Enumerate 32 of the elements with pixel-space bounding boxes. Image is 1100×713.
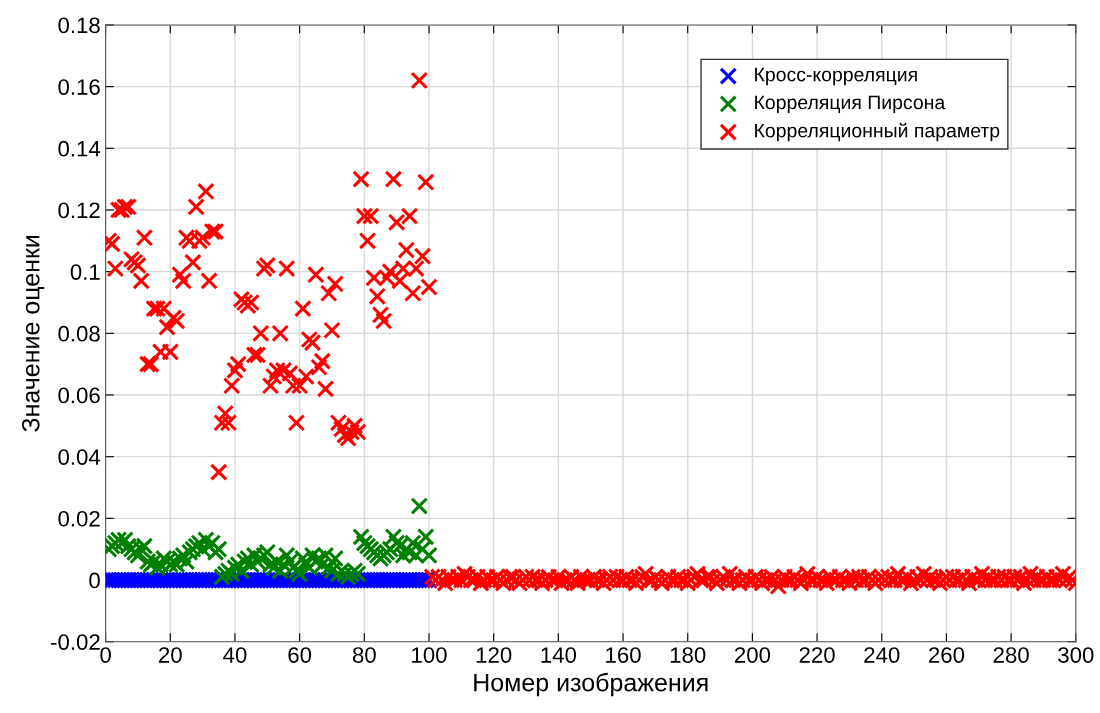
- x-tick-label: 120: [476, 647, 512, 663]
- y-tick-label: 0.08: [58, 325, 100, 342]
- x-tick-label: 280: [993, 647, 1029, 663]
- x-tick-label: 220: [799, 647, 835, 663]
- legend-label: Корреляция Пирсона: [755, 95, 946, 114]
- x-tick-label: 300: [1058, 647, 1094, 663]
- x-tick-label: 160: [606, 647, 641, 663]
- x-tick-label: 180: [670, 647, 706, 663]
- y-tick-label: 0.16: [58, 79, 100, 95]
- legend-label: Кросс-корреляция: [755, 67, 917, 86]
- x-tick-label: 140: [541, 647, 577, 663]
- y-tick-label: 0.1: [70, 264, 100, 280]
- y-tick-label: 0.18: [58, 17, 100, 34]
- y-tick-label: 0.04: [58, 449, 101, 465]
- y-tick-label: 0.14: [58, 140, 101, 157]
- x-tick-label: 260: [929, 647, 965, 663]
- x-tick-label: 40: [223, 647, 247, 663]
- y-tick-label: 0: [89, 572, 100, 589]
- x-tick-label: 240: [864, 647, 900, 663]
- y-tick-label: -0.02: [51, 634, 100, 650]
- x-tick-label: 80: [352, 647, 376, 663]
- x-tick-label: 0: [100, 647, 111, 663]
- x-tick-label: 100: [412, 647, 447, 663]
- y-tick-label: 0.02: [58, 510, 100, 527]
- y-tick-label: 0.06: [58, 387, 100, 404]
- x-tick-label: 200: [734, 647, 771, 663]
- legend-label: Корреляционный параметр: [755, 122, 1000, 142]
- y-axis-title: Значение оценки: [21, 235, 45, 432]
- x-tick-label: 20: [159, 647, 182, 663]
- x-axis-title: Номер изображения: [474, 672, 708, 697]
- y-tick-label: 0.12: [58, 202, 100, 219]
- x-tick-label: 60: [288, 647, 312, 663]
